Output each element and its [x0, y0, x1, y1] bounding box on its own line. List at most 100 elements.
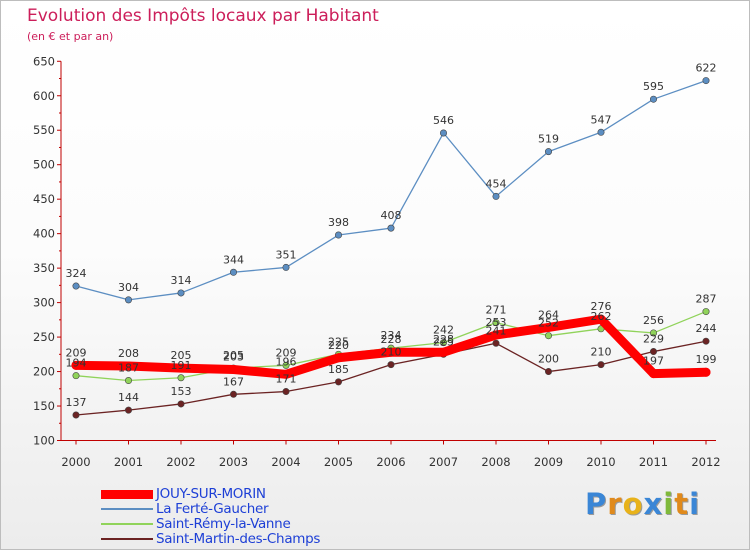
x-tick-label: 2006 — [376, 455, 405, 469]
x-tick-label: 2004 — [271, 455, 300, 469]
data-point — [544, 368, 552, 376]
data-label: 276 — [591, 300, 612, 313]
x-tick-label: 2001 — [114, 455, 143, 469]
data-label: 205 — [223, 349, 244, 362]
x-tick-label: 2000 — [61, 455, 90, 469]
data-label: 137 — [66, 396, 87, 409]
data-label: 547 — [591, 113, 612, 126]
chart-subtitle: (en € et par an) — [27, 30, 114, 43]
data-label: 185 — [328, 363, 349, 376]
y-tick-label: 550 — [33, 123, 55, 137]
y-tick-label: 300 — [33, 296, 55, 310]
legend-swatch — [101, 490, 153, 499]
data-label: 242 — [433, 324, 454, 337]
data-point — [597, 128, 605, 136]
data-point — [177, 374, 185, 382]
data-label: 210 — [381, 346, 402, 359]
data-label: 253 — [486, 316, 507, 329]
data-point — [702, 337, 710, 345]
data-point — [177, 400, 185, 408]
data-point — [702, 308, 710, 316]
data-point — [649, 369, 658, 379]
data-label: 595 — [643, 80, 664, 93]
data-label: 191 — [171, 359, 192, 372]
data-point — [72, 282, 80, 290]
y-tick-label: 200 — [33, 365, 55, 379]
data-point — [387, 361, 395, 369]
data-label: 344 — [223, 253, 244, 266]
data-label: 314 — [171, 274, 192, 287]
x-tick-label: 2005 — [324, 455, 353, 469]
logo-letter: i — [689, 487, 701, 521]
data-point — [281, 369, 291, 379]
y-tick-label: 450 — [33, 192, 55, 206]
data-point — [125, 296, 133, 304]
data-point — [596, 314, 606, 324]
proxiti-logo: Proxiti — [585, 487, 700, 521]
data-label: 244 — [696, 322, 717, 335]
data-label: 252 — [538, 317, 559, 330]
logo-letter: r — [607, 487, 623, 521]
y-tick-label: 400 — [33, 227, 55, 241]
data-label: 220 — [328, 339, 349, 352]
data-label: 287 — [696, 293, 717, 306]
data-point — [334, 231, 342, 239]
data-point — [71, 360, 81, 370]
logo-letter: t — [674, 487, 690, 521]
data-label: 229 — [643, 333, 664, 346]
data-label: 208 — [118, 347, 139, 360]
data-point — [176, 363, 186, 373]
data-label: 205 — [171, 349, 192, 362]
legend-label: JOUY-SUR-MORIN — [156, 486, 266, 502]
data-label: 324 — [66, 267, 87, 280]
data-point — [230, 268, 238, 276]
data-label: 225 — [328, 335, 349, 348]
data-label: 194 — [66, 357, 87, 370]
logo-letter: P — [585, 487, 608, 521]
data-point — [177, 289, 185, 297]
y-tick-label: 100 — [33, 434, 55, 448]
data-point — [702, 77, 710, 85]
data-label: 351 — [276, 248, 297, 261]
data-label: 196 — [276, 355, 297, 368]
data-label: 203 — [223, 350, 244, 363]
data-label: 167 — [223, 375, 244, 388]
data-point — [124, 361, 133, 371]
data-point — [282, 388, 290, 396]
data-point — [282, 263, 290, 271]
x-tick-label: 2002 — [166, 455, 195, 469]
data-label: 153 — [171, 385, 192, 398]
data-point — [649, 95, 657, 103]
data-label: 408 — [381, 209, 402, 222]
data-point — [701, 367, 711, 377]
data-label: 210 — [591, 346, 612, 359]
data-point — [544, 332, 552, 340]
y-tick-label: 250 — [33, 330, 55, 344]
data-label: 199 — [696, 353, 717, 366]
data-label: 228 — [433, 333, 454, 346]
data-point — [334, 353, 343, 363]
x-tick-label: 2010 — [586, 455, 615, 469]
data-label: 241 — [486, 324, 507, 337]
data-point — [334, 378, 342, 386]
data-point — [492, 319, 500, 327]
data-label: 228 — [381, 333, 402, 346]
data-label: 171 — [276, 373, 297, 386]
data-point — [439, 129, 447, 137]
legend-label: Saint-Martin-des-Champs — [156, 531, 321, 547]
y-tick-label: 350 — [33, 261, 55, 275]
x-tick-label: 2009 — [534, 455, 563, 469]
logo-letter: i — [663, 487, 675, 521]
data-label: 187 — [118, 362, 139, 375]
data-point — [492, 339, 500, 347]
x-tick-label: 2011 — [639, 455, 668, 469]
data-label: 264 — [538, 308, 559, 321]
data-label: 256 — [643, 314, 664, 327]
legend-label: La Ferté-Gaucher — [156, 501, 269, 517]
data-label: 262 — [591, 310, 612, 323]
data-point — [386, 347, 396, 357]
data-point — [125, 377, 133, 385]
data-point — [72, 372, 80, 380]
